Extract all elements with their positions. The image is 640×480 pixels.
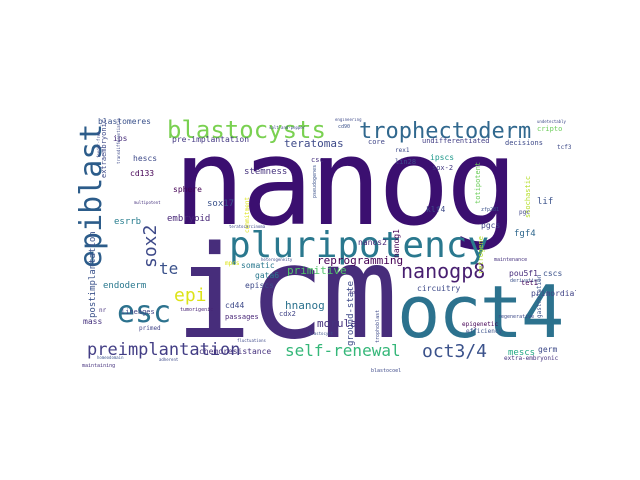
word-totipotent: totipotent (474, 161, 482, 204)
word-oct3-4: oct3/4 (422, 341, 488, 362)
word-derivation: derivation (510, 278, 541, 284)
word-extraembryonic: extraembryonic (100, 118, 108, 178)
word-esc: esc (117, 295, 172, 330)
word-nr: nr (99, 307, 107, 314)
word-chemoresistance: chemoresistance (199, 347, 272, 356)
word-feeder-free: feeder-free (96, 131, 101, 159)
word-undetectably: undetectably (537, 119, 566, 124)
word-nanog1: nanog1 (392, 229, 401, 258)
word-maintenance: maintenance (494, 257, 528, 263)
word-preimplantation: preimplantation (87, 340, 241, 360)
word-cloud: nanog icm oct4 pluripotency blastocysts … (77, 118, 576, 378)
word-undifferentiated: undifferentiated (422, 137, 490, 145)
word-regenerative: regenerative (498, 314, 535, 320)
word-circuitry: circuitry (417, 284, 461, 293)
word-efficiency: efficiency (466, 328, 503, 335)
word-cd44: cd44 (225, 301, 245, 310)
word-blastomeres: blastomeres (98, 118, 151, 126)
word-gata6: gata6 (255, 271, 280, 280)
word-cdx2: cdx2 (279, 310, 296, 318)
word-lin28: lin28 (395, 158, 417, 166)
word-hnanog: hnanog (285, 299, 325, 312)
word-embryoid: embryoid (167, 214, 211, 224)
word-cscs: cscs (543, 269, 563, 278)
word-blastocoel: blastocoel (371, 368, 402, 374)
word-transdifferentiation: transdifferentiation (116, 118, 121, 164)
word-trophoblast: trophoblast (375, 309, 381, 343)
word-cd90: cd90 (338, 124, 351, 130)
word-postimplantation: postimplantation (88, 231, 98, 318)
word-pou5f1: pou5f1 (509, 269, 538, 278)
word-foxd3: foxd3 (349, 290, 365, 296)
word-pre-implantation: pre-implantation (172, 135, 250, 144)
word-zfp281: zfp281 (481, 207, 500, 213)
word-passages: passages (225, 313, 259, 321)
word-nanog: nanog (173, 118, 518, 253)
word-gastrulation: gastrulation (536, 274, 543, 318)
word-primed: primed (139, 325, 161, 332)
word-hescs: hescs (133, 154, 158, 163)
word-morula: morula (317, 317, 357, 330)
word-tet1: tet1 (521, 279, 538, 287)
word-salt-and-pepper: salt-and-pepper (269, 125, 306, 130)
word-extra-embryonic: extra-embryonic (504, 355, 559, 362)
word-blastocyst: blastocyst (309, 331, 334, 336)
word-cd133: cd133 (130, 169, 155, 178)
word-teratomas: teratomas (284, 137, 344, 150)
word-fgf4: fgf4 (514, 229, 536, 239)
word-tumorigenic: tumorigenic (180, 307, 214, 313)
word-self-renewal: self-renewal (285, 341, 401, 360)
word-mescs: mescs (508, 348, 536, 358)
word-teratocarcinoma: teratocarcinoma (229, 224, 266, 229)
word-heterogeneity: heterogeneity (261, 257, 293, 262)
word-ips: ips (113, 134, 128, 143)
word-epi: epi (174, 285, 207, 306)
word-reprogramming: reprogramming (317, 254, 404, 267)
word-pluripotency: pluripotency (229, 225, 490, 266)
word-esrrb: esrrb (114, 217, 142, 227)
word-episcs: episcs (245, 281, 274, 290)
word-adherent: adherent (159, 357, 179, 362)
word-sox-2: sox-2 (432, 164, 454, 172)
word-homeodomain: homeodomain (97, 355, 124, 360)
word-tcf3: tcf3 (557, 144, 572, 151)
word-mass: mass (83, 317, 103, 326)
word-maintaining: maintaining (82, 363, 116, 369)
word-pgcs: pgcs (481, 221, 501, 230)
word-rex1: rex1 (395, 147, 410, 154)
word-klf4: klf4 (426, 205, 446, 214)
word-sphere: sphere (173, 185, 202, 194)
word-engineering: engineering (335, 118, 362, 122)
word-fluctuations: fluctuations (237, 338, 266, 343)
word-germ: germ (538, 345, 558, 354)
word-lif: lif (537, 197, 554, 207)
word-blastocysts: blastocysts (167, 118, 326, 144)
word-pgc: pgc (519, 209, 530, 216)
word-te: te (159, 259, 179, 278)
word-epigenetic: epigenetic (462, 321, 499, 328)
word-cripto: cripto (537, 125, 563, 133)
word-stemness: stemness (244, 167, 288, 177)
word-oct4: oct4 (397, 270, 564, 354)
word-sox17: sox17 (207, 199, 235, 209)
word-nanogp8: nanogp8 (401, 259, 486, 283)
word-icm: icm (175, 219, 398, 368)
word-somatic: somatic (241, 261, 275, 270)
word-csc: csc (311, 156, 324, 164)
word-lineages: lineages (121, 308, 155, 316)
word-primordial: primordial (531, 289, 576, 298)
word-ipscs: ipscs (430, 153, 455, 162)
word-pseudogenes: pseudogenes (312, 164, 318, 198)
word-multipotent: multipotent (134, 200, 161, 205)
word-sox2: sox2 (140, 224, 161, 268)
word-nanos2: nanos2 (358, 238, 387, 247)
word-primitive: primitive (287, 264, 347, 277)
word-decisions: decisions (505, 139, 543, 147)
word-core: core (368, 138, 385, 146)
word-mpcs: mpcs (225, 260, 240, 267)
word-retrogene: retrogene (477, 236, 485, 274)
word-endoderm: endoderm (103, 281, 147, 291)
word-trophectoderm: trophectoderm (359, 119, 532, 144)
